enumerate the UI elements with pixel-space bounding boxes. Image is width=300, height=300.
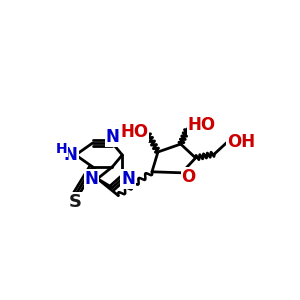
Text: O: O	[182, 168, 196, 186]
Text: N: N	[105, 128, 119, 146]
Text: S: S	[69, 193, 82, 211]
Text: N: N	[85, 170, 98, 188]
Text: HO: HO	[188, 116, 216, 134]
Text: HO: HO	[120, 123, 148, 141]
Text: N: N	[64, 146, 78, 164]
Text: N: N	[121, 170, 135, 188]
Text: H: H	[56, 142, 68, 156]
Text: OH: OH	[227, 133, 255, 151]
